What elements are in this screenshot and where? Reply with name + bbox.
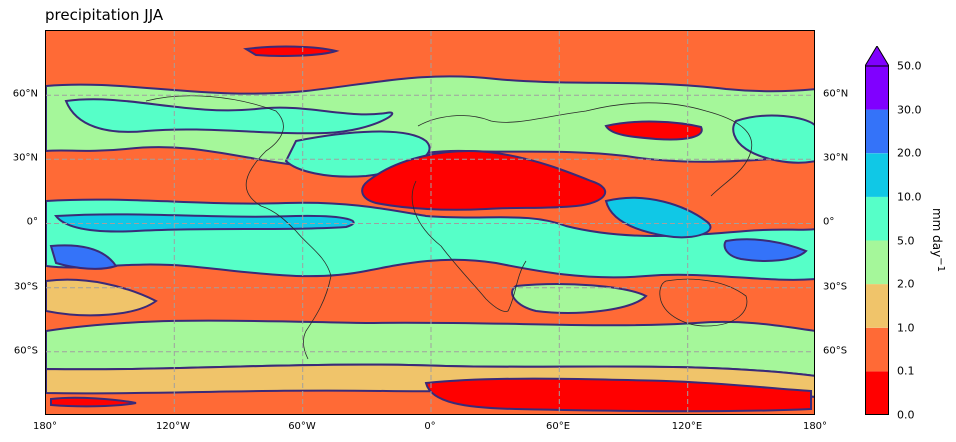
lon-label-0: 0° [424,421,436,432]
colorbar-segment-0 [865,371,889,415]
north-pacific-wet [732,114,814,164]
lon-label-180e: 180° [802,421,828,432]
pacific-warm-pool [723,238,808,262]
lat-label-left-30n: 30°N [12,152,38,164]
lon-label-180w: 180° [32,421,58,432]
colorbar-outline [865,65,889,415]
lat-label-right-60n: 60°N [823,88,849,100]
colorbar-tick-5: 10.0 [897,190,922,204]
lon-label-60w: 60°W [288,421,316,432]
colorbar-tick-1: 0.1 [897,364,915,378]
northern-wet-core [64,98,394,135]
lat-label-left-30s: 30°S [13,281,38,293]
southern-ocean-dry-band [424,377,812,413]
south-pacific-moderate [46,278,158,317]
east-pacific-band [49,244,118,270]
precipitation-map [45,30,815,415]
arctic-dry-patch [243,45,340,57]
south-indian-moderate [511,283,648,314]
colorbar-segment-5 [865,153,889,197]
colorbar-label-exponent: −1 [935,257,946,273]
sahara-arabia-dry [361,150,606,211]
gridlines [46,31,814,414]
colorbar-tick-3: 2.0 [897,277,915,291]
colorbar-extend-arrow [865,46,889,67]
colorbar-label: mm day−1 [930,208,946,272]
map-title: precipitation JJA [45,6,164,24]
lat-label-right-30n: 30°N [823,152,849,164]
colorbar-segment-4 [865,196,889,241]
coastlines [145,95,753,360]
colorbar-segment-7 [865,66,889,110]
colorbar-segment-6 [865,109,889,154]
lon-label-120w: 120°W [156,421,190,432]
itcz-core [54,213,355,233]
lat-label-right-0: 0° [823,216,835,228]
colorbar-tick-0: 0.0 [897,408,915,422]
map-svg [46,31,814,414]
colorbar-segment-3 [865,240,889,285]
central-asia-dry [604,120,703,141]
colorbar [865,46,889,415]
lat-label-right-60s: 60°S [823,345,848,357]
west-pacific-dry [50,396,137,408]
lon-label-120e: 120°E [671,421,703,432]
lat-label-left-0: 0° [26,216,38,228]
colorbar-segment-1 [865,327,889,372]
colorbar-tick-2: 1.0 [897,321,915,335]
colorbar-tick-6: 20.0 [897,146,922,160]
indian-monsoon-core [604,196,712,239]
colorbar-segment-2 [865,284,889,328]
lon-label-60e: 60°E [545,421,571,432]
lat-label-left-60n: 60°N [12,88,38,100]
colorbar-tick-8: 50.0 [897,59,922,73]
lat-label-right-30s: 30°S [823,281,848,293]
colorbar-tick-4: 5.0 [897,234,915,248]
lat-label-left-60s: 60°S [13,345,38,357]
colorbar-label-text: mm day [930,207,944,258]
colorbar-tick-7: 30.0 [897,103,922,117]
